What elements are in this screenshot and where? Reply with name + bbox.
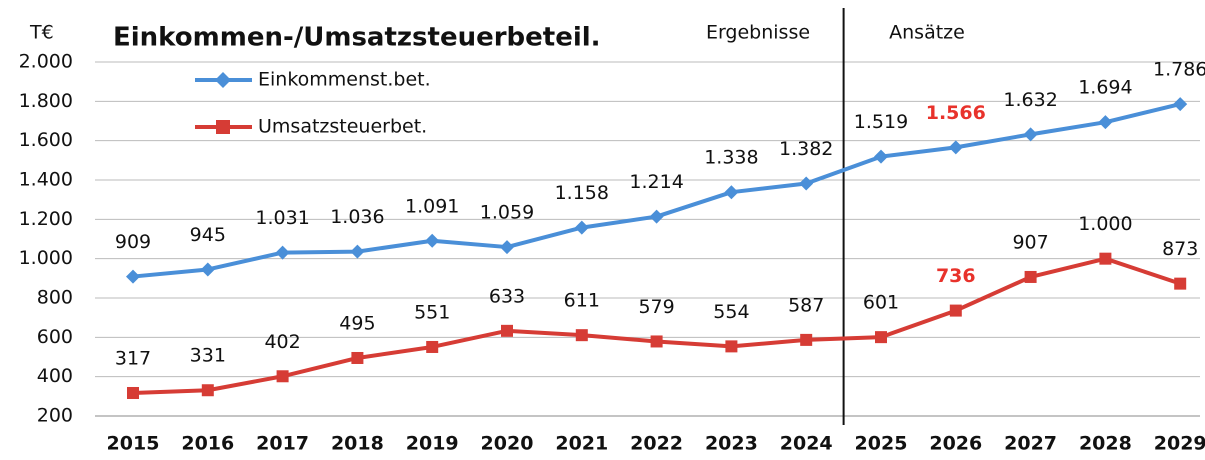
x-tick-label: 2021	[555, 433, 608, 455]
data-label: 1.566	[926, 102, 986, 124]
annotation: Ansätze	[889, 22, 965, 44]
data-label: 909	[115, 231, 151, 253]
marker	[200, 262, 215, 277]
data-label: 1.031	[255, 207, 309, 229]
data-label: 1.382	[779, 138, 833, 160]
marker	[949, 304, 962, 317]
data-label: 1.519	[854, 111, 908, 133]
y-tick-label: 600	[37, 326, 73, 348]
y-tick-label: 400	[37, 365, 73, 387]
x-tick-label: 2023	[705, 433, 758, 455]
data-label: 611	[564, 290, 600, 312]
y-tick-label: 800	[37, 287, 73, 309]
marker	[725, 340, 738, 353]
marker	[800, 333, 813, 346]
x-tick-label: 2024	[780, 433, 833, 455]
marker	[724, 185, 739, 200]
x-tick-label: 2019	[406, 433, 459, 455]
data-label: 736	[936, 265, 976, 287]
data-label: 551	[414, 301, 450, 323]
data-label: 907	[1012, 231, 1048, 253]
data-label: 587	[788, 294, 824, 316]
x-tick-label: 2027	[1004, 433, 1057, 455]
marker	[575, 329, 588, 342]
x-tick-label: 2025	[855, 433, 908, 455]
marker	[1024, 270, 1037, 283]
data-label: 1.786	[1153, 59, 1205, 81]
marker	[948, 140, 963, 155]
x-tick-label: 2020	[481, 433, 534, 455]
data-label: 554	[713, 301, 749, 323]
x-tick-label: 2016	[181, 433, 234, 455]
marker	[874, 149, 888, 164]
x-tick-label: 2026	[929, 433, 982, 455]
marker	[650, 335, 663, 348]
marker	[275, 245, 290, 260]
marker	[799, 176, 814, 191]
marker	[216, 120, 230, 134]
data-label: 495	[339, 312, 375, 334]
data-label: 1.036	[330, 206, 384, 228]
marker	[201, 384, 214, 397]
marker	[351, 351, 364, 364]
marker	[875, 331, 887, 344]
marker	[215, 72, 231, 88]
marker	[649, 209, 664, 224]
data-label: 1.091	[405, 195, 459, 217]
chart-title: Einkommen-/Umsatzsteuerbeteil.	[113, 23, 601, 53]
data-label: 1.632	[1003, 89, 1057, 111]
data-label: 402	[264, 331, 300, 353]
y-tick-label: 200	[37, 405, 73, 427]
data-label: 1.694	[1078, 77, 1132, 99]
data-label: 1.059	[480, 202, 534, 224]
data-label: 873	[1162, 238, 1198, 260]
series-line	[132, 256, 1181, 395]
y-axis-label: T€	[29, 22, 54, 44]
marker	[426, 340, 439, 353]
y-tick-label: 1.200	[19, 208, 73, 230]
x-tick-label: 2029	[1154, 433, 1205, 455]
data-label: 1.158	[555, 182, 609, 204]
marker	[501, 324, 513, 337]
data-label: 317	[115, 347, 151, 369]
annotation: Ergebnisse	[706, 22, 810, 44]
marker	[1174, 277, 1187, 290]
data-label: 601	[863, 292, 899, 314]
legend-label: Umsatzsteuerbet.	[258, 116, 427, 138]
x-tick-label: 2028	[1079, 433, 1132, 455]
marker	[276, 370, 289, 383]
x-tick-label: 2022	[630, 433, 683, 455]
data-label: 331	[190, 345, 226, 367]
marker	[425, 233, 440, 248]
data-label: 579	[638, 296, 674, 318]
marker	[1098, 115, 1113, 130]
marker	[1099, 252, 1112, 265]
data-label: 1.338	[704, 147, 758, 169]
marker	[126, 269, 140, 284]
y-tick-label: 1.000	[19, 247, 73, 269]
marker	[350, 244, 365, 259]
data-label: 945	[190, 224, 226, 246]
legend-label: Einkommenst.bet.	[258, 69, 431, 91]
y-tick-label: 2.000	[19, 51, 73, 73]
x-tick-label: 2018	[331, 433, 384, 455]
data-label: 633	[489, 285, 525, 307]
x-tick-label: 2015	[107, 433, 160, 455]
data-label: 1.000	[1078, 213, 1132, 235]
marker	[127, 386, 139, 399]
marker	[1173, 97, 1188, 112]
marker	[1023, 127, 1038, 142]
marker	[500, 240, 514, 255]
y-tick-label: 1.600	[19, 129, 73, 151]
data-label: 1.214	[629, 171, 683, 193]
x-tick-label: 2017	[256, 433, 309, 455]
marker	[574, 220, 589, 235]
y-tick-label: 1.400	[19, 169, 73, 191]
y-tick-label: 1.800	[19, 90, 73, 112]
